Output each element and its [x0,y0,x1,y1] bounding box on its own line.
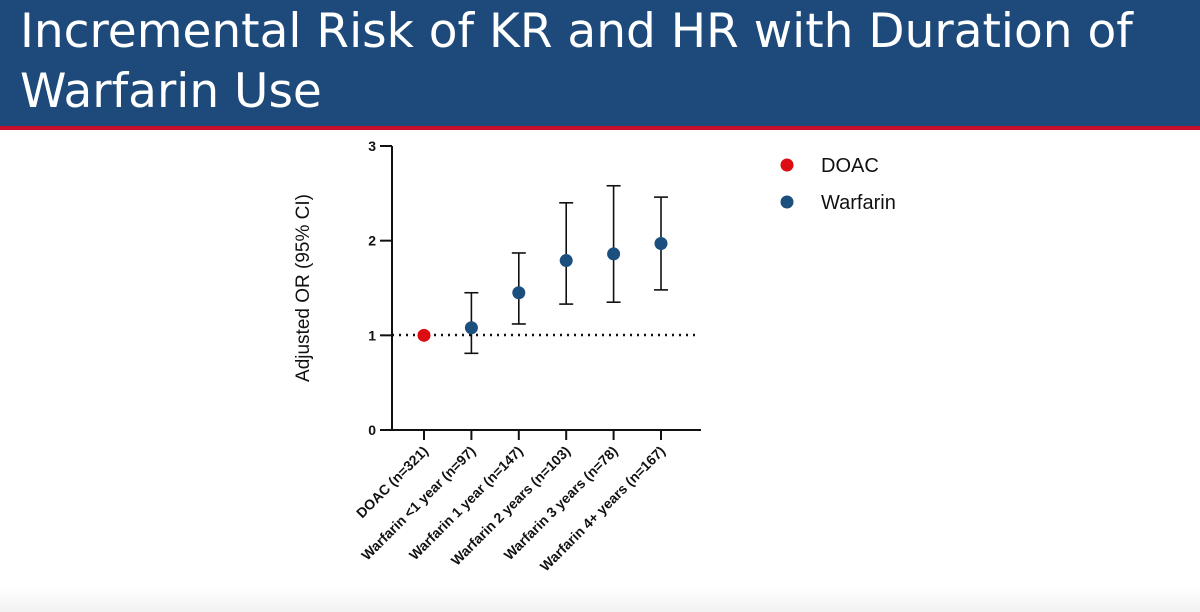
x-ticks: DOAC (n=321)Warfarin <1 year (n=97)Warfa… [353,430,668,574]
y-tick-label: 2 [368,233,376,249]
title-bar [0,0,1200,126]
y-tick-label: 0 [368,422,376,438]
legend-label: Warfarin [821,192,896,214]
data-point [417,328,431,342]
data-point [559,254,573,268]
data-marks [417,184,668,355]
y-axis-label: Adjusted OR (95% CI) [293,194,314,382]
data-point [654,237,668,251]
legend-marker [780,158,794,172]
legend-marker [780,195,794,209]
data-point [512,286,526,300]
y-tick-label: 1 [368,327,376,343]
legend: DOAC Warfarin [780,155,896,214]
y-ticks: 0 1 2 3 [368,138,392,438]
data-point [607,247,621,261]
bottom-shadow [0,588,1200,612]
title-accent-line [0,126,1200,130]
legend-label: DOAC [821,155,879,177]
y-tick-label: 3 [368,138,376,154]
slide-title: Incremental Risk of KR and HR with Durat… [20,4,1133,119]
data-point [464,321,478,335]
